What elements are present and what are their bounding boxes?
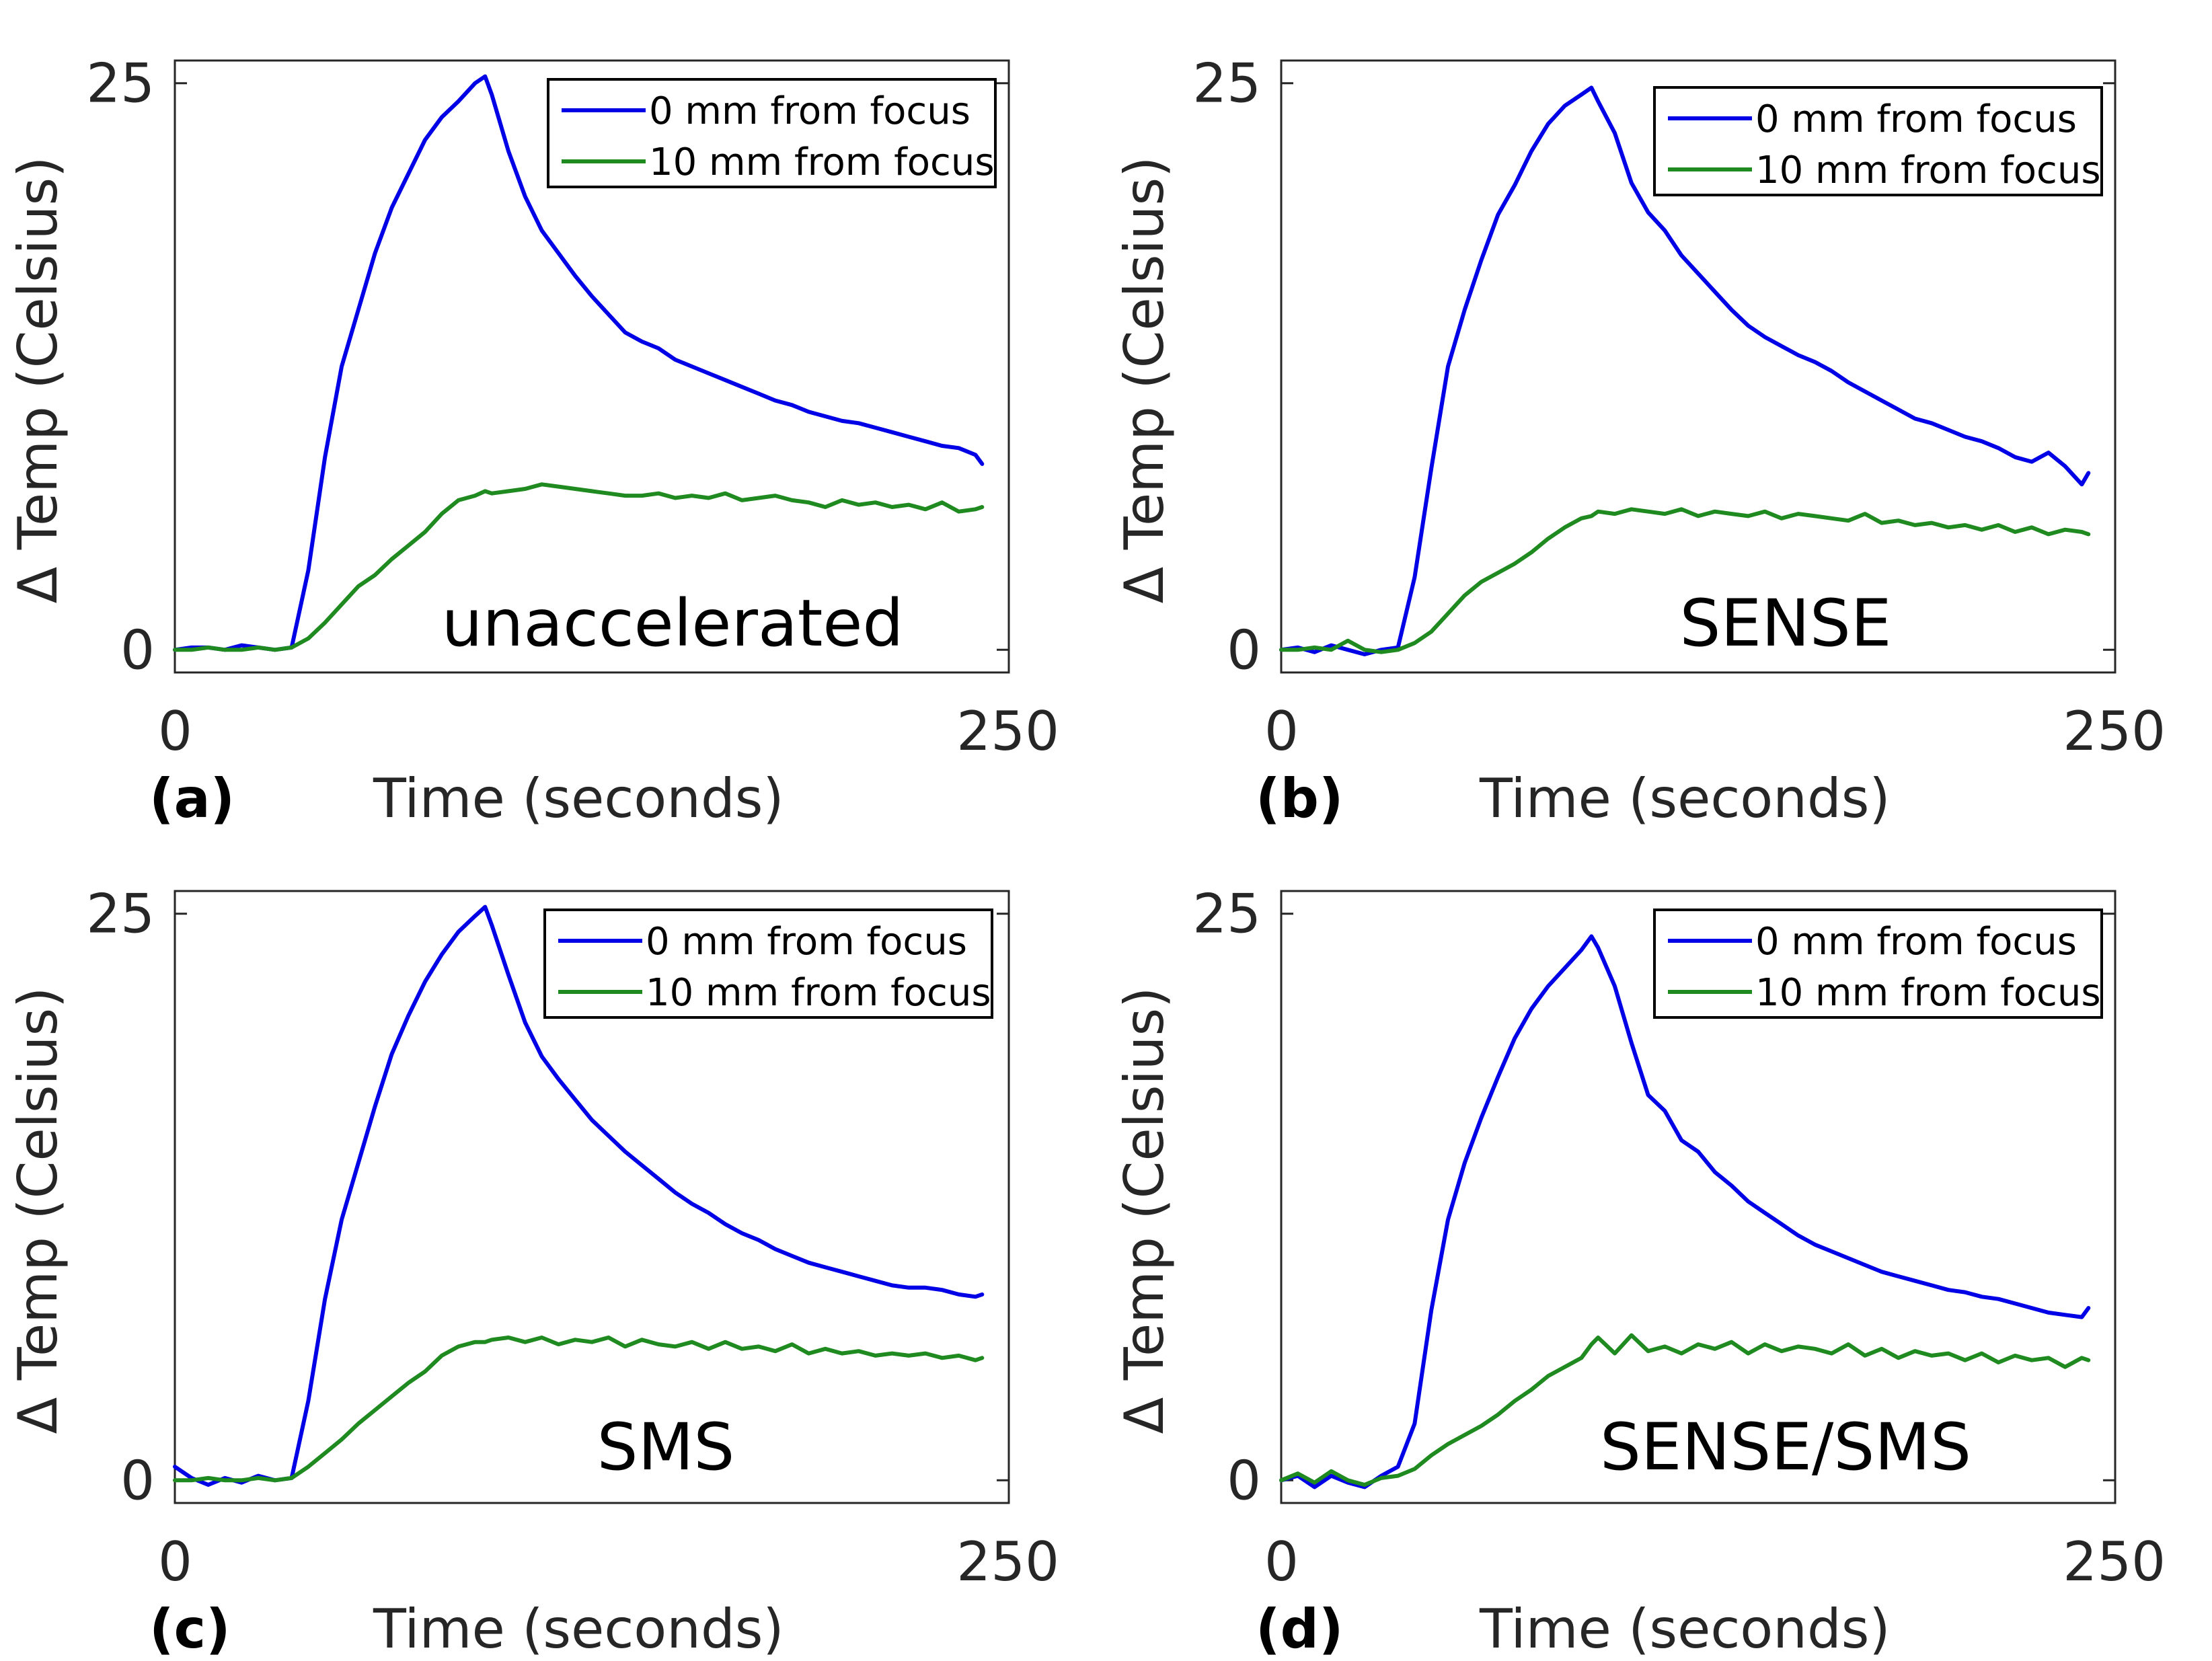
plot-area-b [1280,59,2116,674]
x-axis-label-c: Time (seconds) [373,1598,784,1660]
x-axis-label-b: Time (seconds) [1479,767,1891,830]
series-line-a-10mm [173,482,985,652]
ytick-label-a-1: 25 [86,52,155,115]
annotation-b: SENSE [1680,586,1892,661]
ytick-label-c-1: 25 [86,883,155,945]
legend-entry-d-0: 0 mm from focus [1755,920,2077,964]
y-axis-label-a: Δ Temp (Celsius) [7,157,69,604]
annotation-c: SMS [597,1409,735,1485]
legend-entry-d-1: 10 mm from focus [1755,971,2101,1015]
plot-area-c [174,890,1010,1504]
legend-box-a [547,78,997,188]
annotation-d: SENSE/SMS [1600,1409,1971,1485]
series-line-c-0mm [173,904,985,1487]
x-axis-label-d: Time (seconds) [1479,1598,1891,1660]
legend-a: 0 mm from focus 10 mm from focus [547,78,997,188]
plot-area-a [174,59,1010,674]
legend-box-b [1653,86,2103,196]
legend-entry-c-1: 10 mm from focus [646,971,991,1015]
series-line-b-0mm [1279,85,2091,656]
xtick-label-c-1: 250 [956,1531,1059,1593]
legend-box-d [1653,909,2103,1019]
ytick-label-b-1: 25 [1192,52,1261,115]
legend-entry-b-0: 0 mm from focus [1755,98,2077,141]
series-line-d-0mm [1279,934,2091,1490]
x-axis-label-a: Time (seconds) [373,767,784,830]
legend-d: 0 mm from focus 10 mm from focus [1653,909,2103,1019]
xtick-label-a-1: 250 [956,700,1059,763]
y-axis-label-c: Δ Temp (Celsius) [7,987,69,1434]
legend-box-c [543,909,993,1019]
xtick-label-b-1: 250 [2063,700,2166,763]
xtick-label-c-0: 0 [158,1531,192,1593]
panel-letter-b: (b) [1256,767,1343,830]
series-line-a-0mm [173,74,985,652]
series-line-c-10mm [173,1336,985,1483]
ytick-label-c-0: 0 [120,1449,155,1512]
xtick-label-b-0: 0 [1264,700,1299,763]
xtick-label-a-0: 0 [158,700,192,763]
legend-entry-a-1: 10 mm from focus [649,141,995,184]
xtick-label-d-1: 250 [2063,1531,2166,1593]
ytick-label-a-0: 0 [120,619,155,681]
legend-c: 0 mm from focus 10 mm from focus [543,909,993,1019]
legend-entry-a-0: 0 mm from focus [649,89,970,133]
ytick-label-d-0: 0 [1227,1449,1261,1512]
series-line-d-10mm [1279,1333,2091,1487]
legend-entry-b-1: 10 mm from focus [1755,149,2101,192]
plot-area-d [1280,890,2116,1504]
xtick-label-d-0: 0 [1264,1531,1299,1593]
y-axis-label-d: Δ Temp (Celsius) [1113,987,1176,1434]
panel-letter-c: (c) [149,1598,231,1660]
panel-letter-a: (a) [149,767,235,830]
ytick-label-b-0: 0 [1227,619,1261,681]
y-axis-label-b: Δ Temp (Celsius) [1113,157,1176,604]
legend-b: 0 mm from focus 10 mm from focus [1653,86,2103,196]
ytick-label-d-1: 25 [1192,883,1261,945]
annotation-a: unaccelerated [442,586,904,661]
panel-letter-d: (d) [1256,1598,1343,1660]
series-line-b-10mm [1279,507,2091,654]
legend-entry-c-0: 0 mm from focus [646,920,967,964]
